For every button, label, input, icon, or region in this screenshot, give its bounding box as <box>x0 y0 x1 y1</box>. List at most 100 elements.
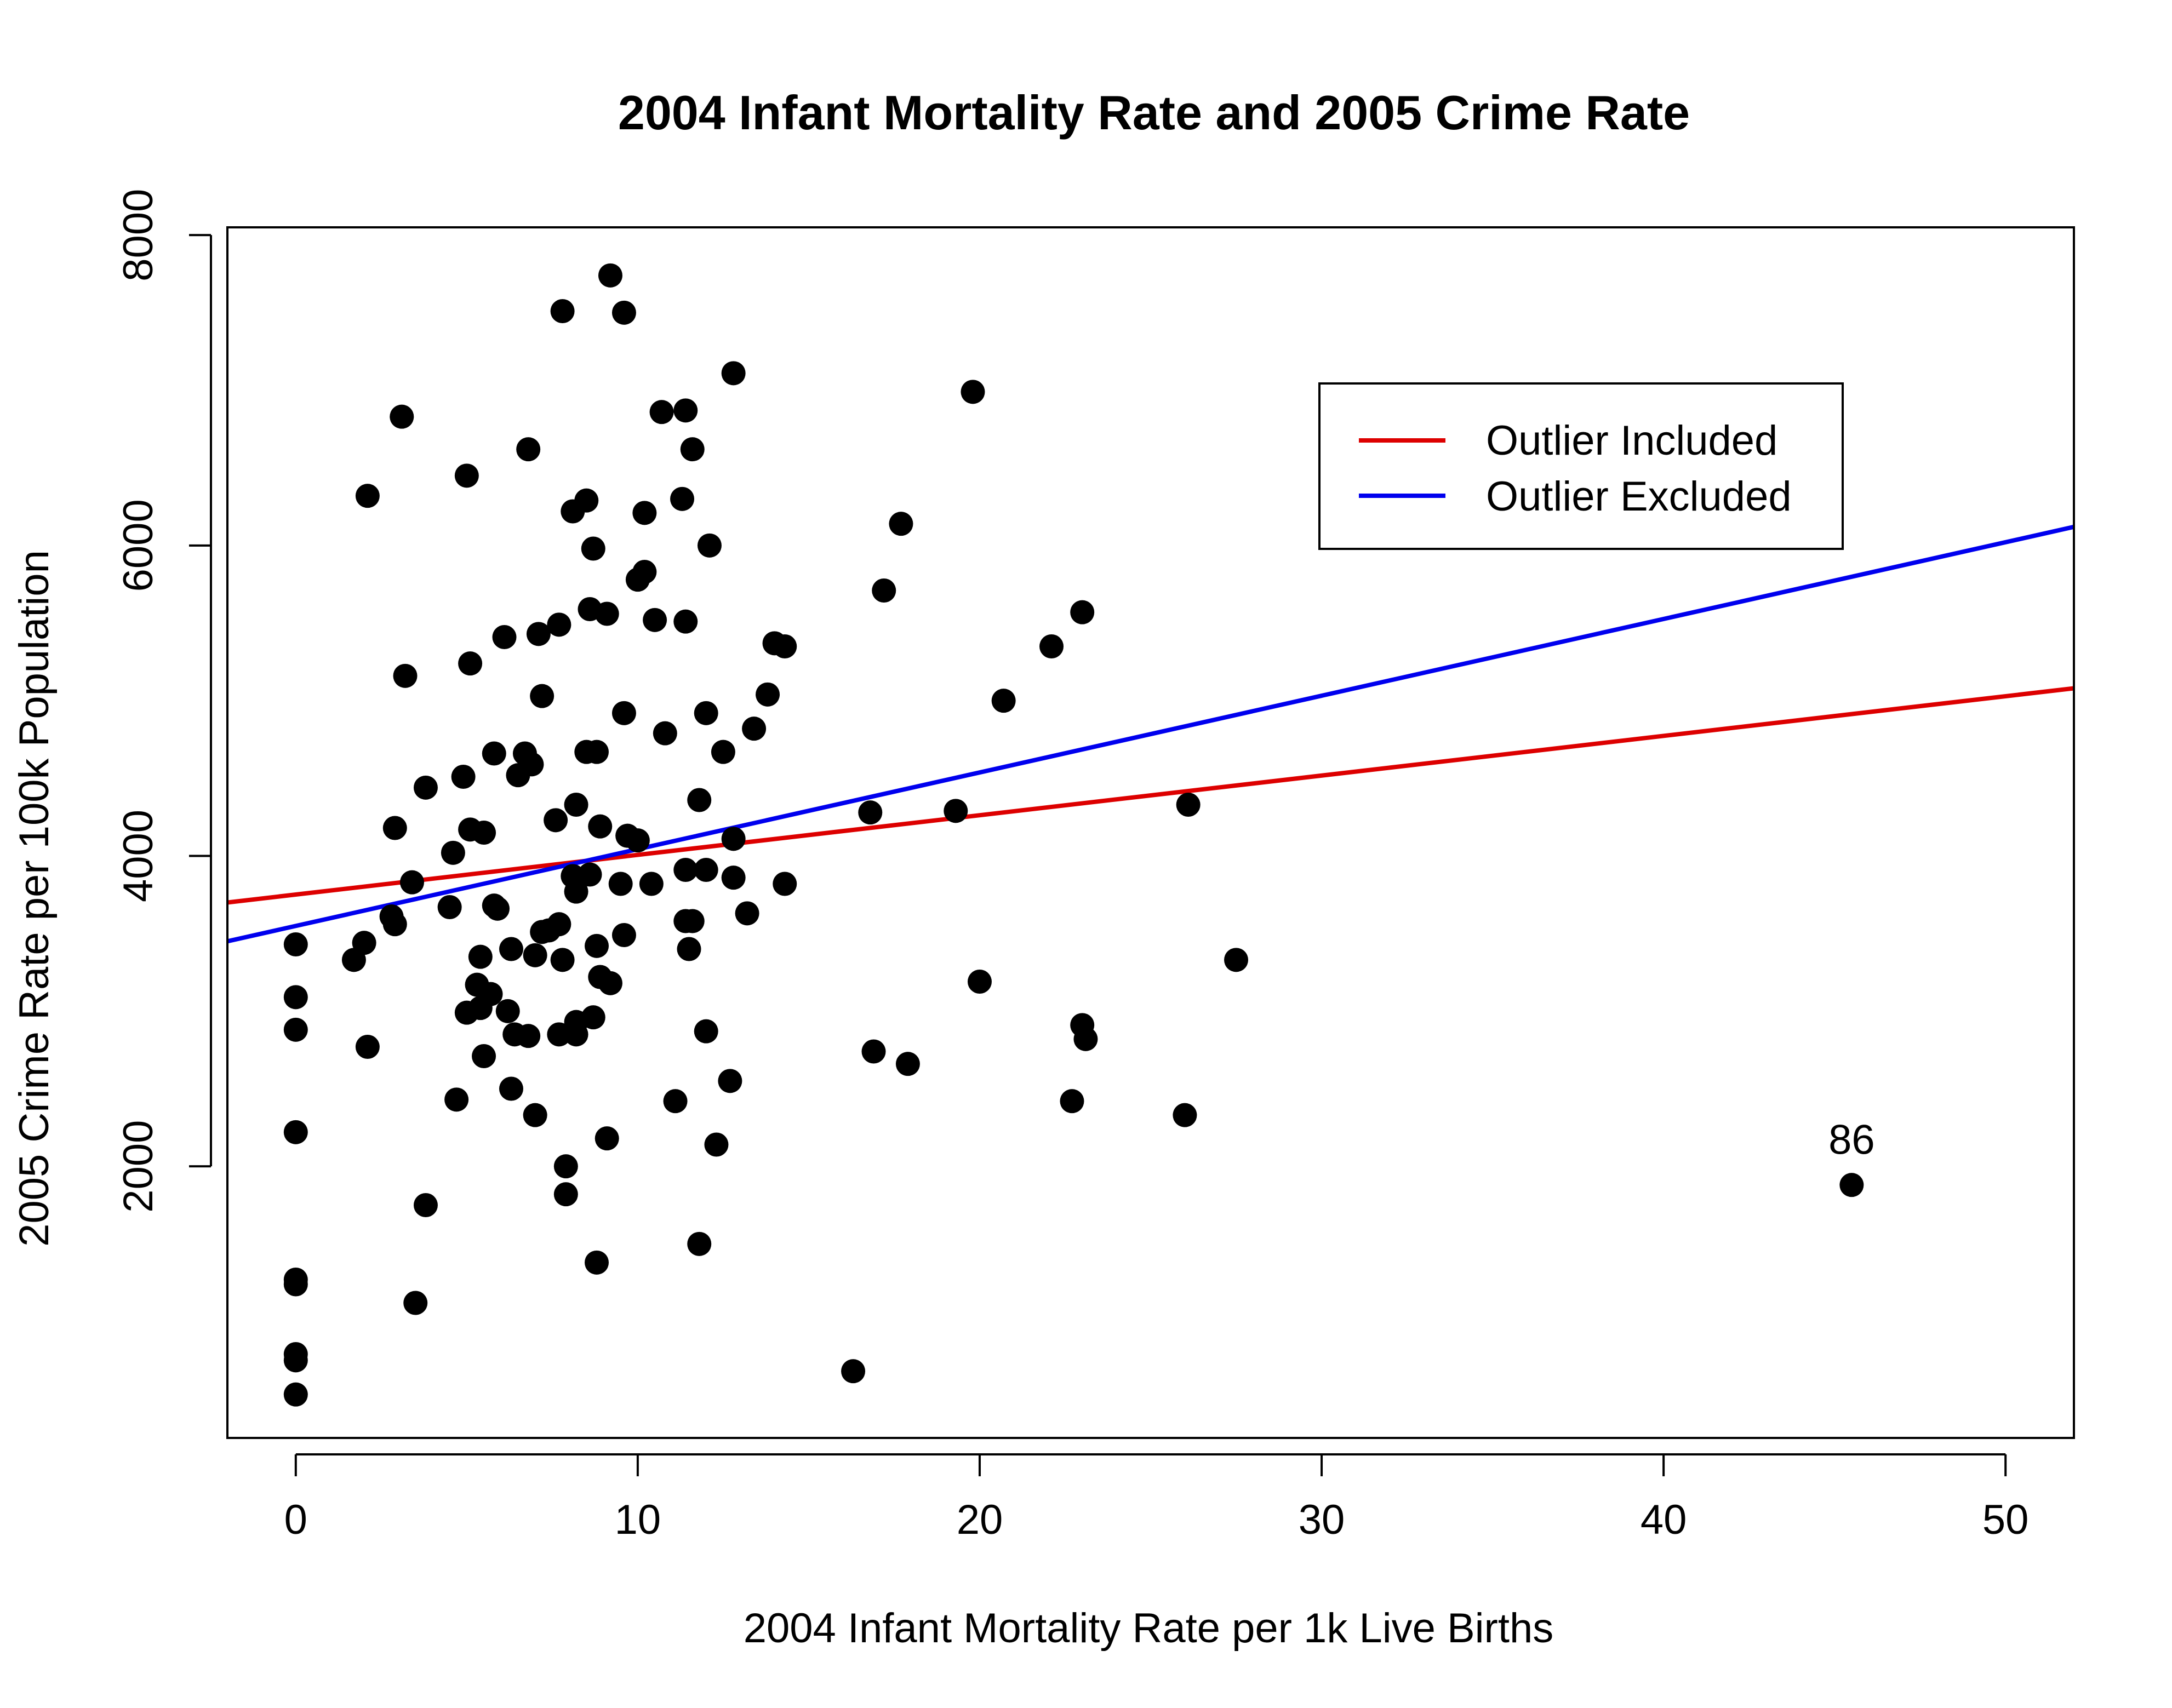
scatter-point <box>841 1359 866 1384</box>
scatter-point <box>585 933 609 958</box>
scatter-point <box>680 909 705 933</box>
scatter-point <box>564 1022 588 1047</box>
y-tick-label: 8000 <box>115 189 162 282</box>
scatter-point <box>482 741 506 766</box>
scatter-point <box>283 985 308 1010</box>
x-tick-label: 30 <box>1299 1497 1345 1543</box>
scatter-point <box>553 1154 578 1179</box>
scatter-point <box>598 263 622 288</box>
scatter-point <box>694 858 718 882</box>
scatter-point <box>523 1103 547 1127</box>
y-axis: 2000 4000 6000 8000 <box>115 189 212 1213</box>
scatter-point <box>499 937 523 961</box>
scatter-point <box>516 437 541 462</box>
scatter-point <box>1039 634 1064 658</box>
scatter-point <box>564 793 588 817</box>
scatter-point <box>413 1193 438 1217</box>
scatter-point <box>454 463 479 488</box>
scatter-point <box>382 816 407 840</box>
scatter-point <box>858 800 883 825</box>
scatter-point <box>283 1382 308 1407</box>
scatter-point <box>564 879 588 904</box>
scatter-point <box>413 775 438 800</box>
scatter-point <box>649 400 674 425</box>
scatter-point <box>608 872 633 896</box>
scatter-point <box>595 1126 619 1151</box>
scatter-point <box>704 1132 729 1157</box>
scatter-point <box>967 970 992 994</box>
scatter-point <box>519 752 544 777</box>
scatter-point <box>721 827 746 851</box>
scatter-point <box>553 1182 578 1207</box>
annotations: 86 <box>1828 1117 1875 1163</box>
scatter-point <box>588 814 613 839</box>
scatter-point <box>991 689 1016 713</box>
scatter-point <box>663 1089 688 1114</box>
scatter-point <box>400 870 424 895</box>
legend-label-excluded: Outlier Excluded <box>1486 473 1792 520</box>
legend-box <box>1318 382 1844 550</box>
regression-line <box>227 524 2074 944</box>
x-tick-label: 40 <box>1641 1497 1687 1543</box>
scatter-point <box>403 1291 428 1315</box>
scatter-point <box>451 765 476 789</box>
scatter-point <box>756 682 780 707</box>
scatter-point <box>670 486 695 511</box>
scatter-point <box>550 299 575 323</box>
scatter-point <box>468 944 493 969</box>
x-axis: 0 10 20 30 40 50 <box>284 1453 2028 1543</box>
scatter-point <box>393 663 418 688</box>
scatter-point <box>478 982 503 1006</box>
scatter-point <box>581 1005 605 1030</box>
scatter-point <box>492 625 517 649</box>
scatter-point <box>523 943 547 967</box>
scatter-point <box>1073 1027 1098 1051</box>
scatter-point <box>677 937 701 961</box>
scatter-point <box>382 912 407 937</box>
scatter-point <box>547 912 571 937</box>
scatter-point <box>944 799 968 823</box>
scatter-point <box>595 601 619 626</box>
scatter-point <box>530 684 555 708</box>
scatter-point <box>632 501 657 525</box>
scatter-point <box>458 651 483 676</box>
scatter-point <box>526 622 551 646</box>
scatter-point <box>283 1017 308 1042</box>
scatter-point <box>773 634 797 658</box>
y-tick-label: 2000 <box>115 1120 162 1213</box>
scatter-point <box>283 932 308 956</box>
scatter-point <box>444 1087 469 1112</box>
scatter-point <box>711 740 735 764</box>
scatter-point <box>441 840 465 865</box>
scatter-point <box>516 1024 541 1048</box>
scatter-point <box>895 1052 920 1076</box>
scatter-point <box>574 488 599 513</box>
scatter-point <box>611 923 636 947</box>
scatter-point <box>625 828 650 853</box>
legend-label-included: Outlier Included <box>1486 417 1777 464</box>
y-tick-label: 4000 <box>115 810 162 902</box>
point-annotation: 86 <box>1828 1117 1875 1163</box>
scatter-point <box>697 533 722 558</box>
scatter-point <box>283 1120 308 1144</box>
scatter-point <box>687 1231 712 1256</box>
scatter-point <box>611 300 636 325</box>
scatter-point <box>598 971 622 995</box>
scatter-point <box>718 1069 742 1093</box>
regression-lines <box>227 524 2074 944</box>
plot-frame <box>226 226 2075 1439</box>
scatter-point <box>673 858 698 882</box>
scatter-point <box>861 1039 886 1064</box>
scatter-point <box>721 361 746 386</box>
scatter-point <box>735 901 759 926</box>
scatter-point <box>889 512 913 536</box>
scatter-point <box>1173 1103 1197 1127</box>
scatter-point <box>581 536 605 561</box>
scatter-point <box>499 1076 523 1101</box>
x-tick-label: 20 <box>957 1497 1003 1543</box>
scatter-point <box>773 872 797 896</box>
scatter-point <box>283 1348 308 1373</box>
scatter-point <box>687 788 712 812</box>
y-tick-label: 6000 <box>115 499 162 592</box>
scatter-point <box>355 484 380 508</box>
